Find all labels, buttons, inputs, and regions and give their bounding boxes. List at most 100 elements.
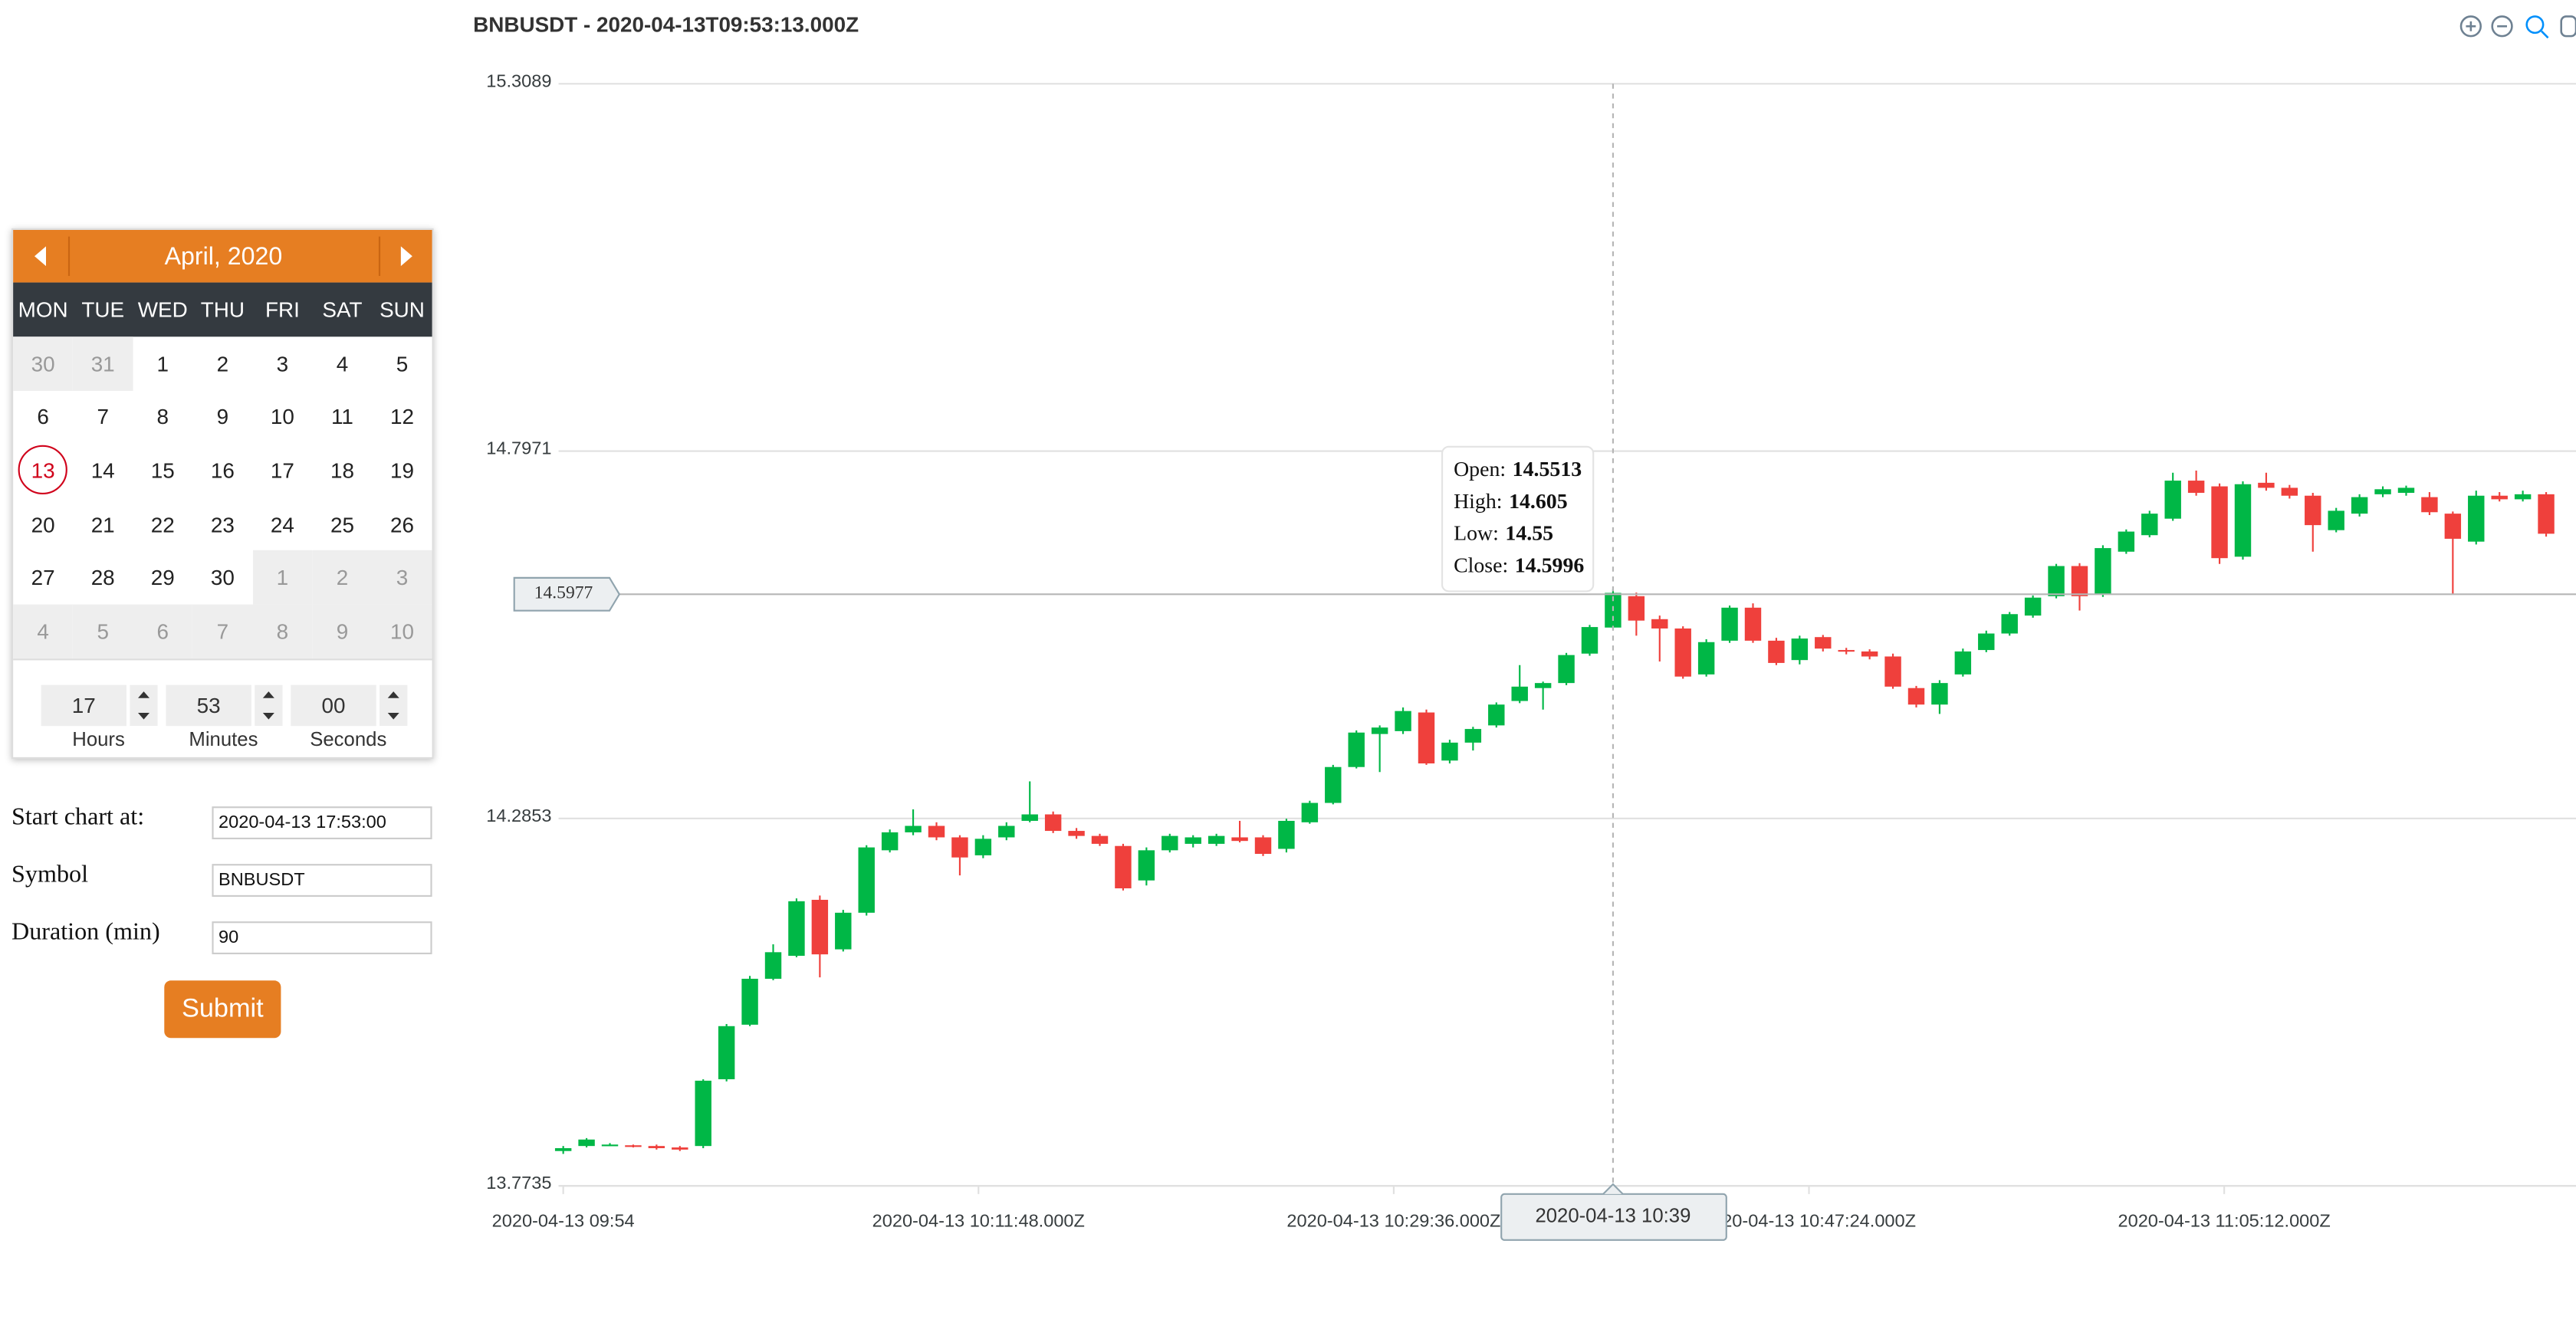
- day-cell[interactable]: 1: [133, 336, 192, 390]
- day-cell[interactable]: 5: [73, 604, 133, 658]
- day-cell[interactable]: 2: [312, 550, 373, 605]
- time-input[interactable]: 53: [166, 684, 251, 727]
- day-cell[interactable]: 9: [192, 390, 252, 444]
- day-number: 9: [216, 404, 229, 430]
- day-cell[interactable]: 10: [372, 604, 432, 658]
- weekday: THU: [200, 297, 245, 322]
- crosshair-y-label-box: [513, 576, 621, 612]
- field-label: Start chart at:: [12, 805, 145, 832]
- zoom-in[interactable]: [2459, 15, 2482, 38]
- candle-body: [2281, 487, 2298, 496]
- spinner[interactable]: [379, 684, 408, 727]
- calendar-nav: [34, 236, 412, 276]
- day-cell[interactable]: 6: [133, 604, 193, 658]
- day-cell[interactable]: 4: [13, 604, 74, 658]
- day-cell[interactable]: 30: [13, 336, 74, 391]
- day-cell[interactable]: 7: [192, 604, 253, 658]
- weekday: SUN: [380, 297, 425, 322]
- day-cell[interactable]: 26: [372, 497, 432, 551]
- day-number: 21: [90, 511, 115, 537]
- submit-button[interactable]: Submit: [164, 980, 281, 1039]
- pan[interactable]: [2560, 15, 2576, 38]
- candle-body: [578, 1139, 595, 1147]
- day-number: 1: [156, 351, 169, 376]
- day-cell[interactable]: 19: [372, 444, 432, 497]
- day-cell[interactable]: 29: [133, 551, 192, 605]
- candle-body: [1907, 688, 1925, 705]
- day-cell[interactable]: 31: [73, 336, 133, 391]
- day-cell[interactable]: 24: [252, 497, 312, 551]
- day-cell[interactable]: 15: [133, 444, 192, 497]
- day-cell[interactable]: 8: [133, 390, 192, 444]
- day-cell[interactable]: 22: [133, 497, 192, 551]
- tooltip-label: Close:: [1454, 554, 1508, 578]
- candle-body: [1231, 837, 1248, 842]
- candle-body: [2164, 481, 2181, 519]
- candle-body: [2328, 510, 2344, 530]
- field-input[interactable]: 2020-04-13 17:53:00: [212, 806, 432, 839]
- candle-body: [835, 912, 852, 950]
- candle-body: [695, 1080, 711, 1147]
- day-number: 2: [216, 351, 229, 376]
- day-cell[interactable]: 2: [192, 336, 252, 390]
- time-picker: 17 Hours 53 Minutes 00 Seconds: [13, 660, 432, 759]
- prev-month[interactable]: [34, 246, 46, 267]
- candle-body: [1674, 628, 1691, 677]
- day-cell[interactable]: 28: [73, 551, 133, 605]
- next-month[interactable]: [400, 246, 412, 267]
- day-cell[interactable]: 4: [312, 336, 372, 390]
- time-input[interactable]: 17: [41, 684, 127, 727]
- day-number: 8: [276, 619, 289, 644]
- day-cell[interactable]: 17: [252, 444, 312, 497]
- day-cell[interactable]: 23: [192, 497, 252, 551]
- candle-body: [1791, 638, 1809, 661]
- day-number: 22: [150, 511, 175, 537]
- day-cell[interactable]: 1: [252, 550, 313, 605]
- day-number: 3: [276, 351, 289, 376]
- day-number: 26: [389, 511, 414, 537]
- time-label: Minutes: [189, 727, 258, 751]
- day-number: 24: [270, 511, 294, 537]
- day-cell[interactable]: 9: [312, 604, 373, 658]
- day-cell[interactable]: 21: [73, 497, 133, 551]
- day-number: 23: [210, 511, 235, 537]
- crosshair-x-label: 2020-04-13 10:39: [1535, 1206, 1691, 1227]
- candle-body: [1815, 637, 1832, 649]
- day-cell[interactable]: 12: [372, 390, 432, 444]
- day-cell[interactable]: 20: [13, 497, 73, 551]
- spinner[interactable]: [255, 684, 283, 727]
- y-tick-label: 15.3089: [486, 71, 551, 90]
- day-cell[interactable]: 7: [73, 390, 133, 444]
- day-cell[interactable]: 5: [372, 336, 432, 390]
- day-cell[interactable]: 11: [312, 390, 372, 444]
- day-cell[interactable]: 25: [312, 497, 372, 551]
- time-input[interactable]: 00: [291, 684, 376, 727]
- day-cell[interactable]: 14: [73, 444, 133, 497]
- day-number: 7: [97, 404, 109, 430]
- day-number: 27: [31, 565, 55, 590]
- day-cell[interactable]: 13: [13, 444, 73, 497]
- tooltip-label: High:: [1454, 490, 1502, 514]
- weekday: SAT: [322, 297, 363, 322]
- day-cell[interactable]: 3: [252, 336, 312, 390]
- day-cell[interactable]: 6: [13, 390, 73, 444]
- day-cell[interactable]: 8: [252, 604, 313, 658]
- day-cell[interactable]: 10: [252, 390, 312, 444]
- spinner[interactable]: [130, 684, 158, 727]
- x-tick-label: 2020-04-13 10:47:24.000Z: [1702, 1211, 1916, 1231]
- zoom-out[interactable]: [2491, 15, 2513, 38]
- day-cell[interactable]: 18: [312, 444, 372, 497]
- day-cell[interactable]: 3: [372, 550, 432, 605]
- day-cell[interactable]: 27: [13, 551, 73, 605]
- candle-body: [2001, 614, 2018, 634]
- field-input[interactable]: 90: [212, 921, 432, 954]
- field-input[interactable]: BNBUSDT: [212, 864, 432, 897]
- day-cell[interactable]: 16: [192, 444, 252, 497]
- zoom-select[interactable]: [2525, 15, 2549, 39]
- month-title[interactable]: April, 2020: [164, 242, 283, 271]
- candle-body: [648, 1146, 665, 1148]
- candle-body: [1861, 651, 1878, 657]
- day-cell[interactable]: 30: [192, 551, 252, 605]
- candle-body: [1511, 686, 1528, 701]
